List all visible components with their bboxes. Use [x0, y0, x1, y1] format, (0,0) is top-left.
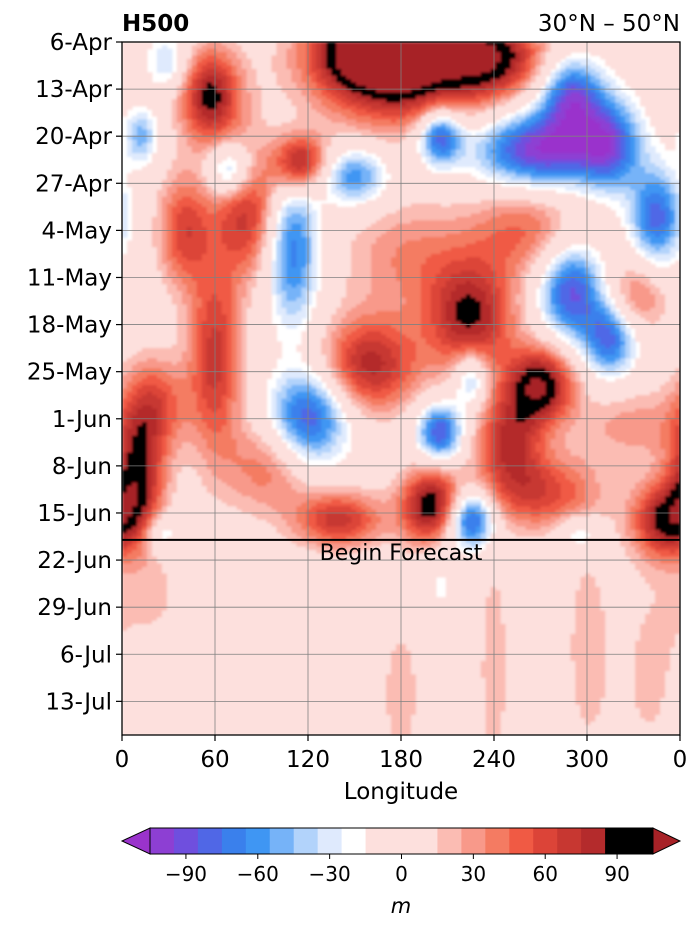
y-tick-label: 6-Jul [60, 642, 112, 668]
colorbar-segment [605, 828, 629, 854]
y-tick-label: 29-Jun [37, 595, 112, 621]
colorbar-tick-label: 90 [604, 862, 629, 886]
y-tick-label: 8-Jun [52, 454, 112, 480]
y-axis: 6-Apr 13-Apr 20-Apr 27-Apr 4-May 11-May 18-May… [27, 30, 122, 715]
x-tick-label: 0 [673, 747, 688, 773]
colorbar-segment [174, 828, 198, 854]
y-tick-label: 15-Jun [37, 501, 112, 527]
x-tick-label: 0 [115, 747, 130, 773]
chart-title: H500 [122, 11, 189, 37]
colorbar-segment [246, 828, 270, 854]
y-tick-label: 11-May [27, 265, 112, 291]
colorbar-segment [318, 828, 342, 854]
colorbar-segment [366, 828, 438, 854]
colorbar-segment [533, 828, 557, 854]
y-tick-label: 25-May [27, 360, 112, 386]
colorbar-segment [270, 828, 294, 854]
x-tick-label: 120 [286, 747, 330, 773]
x-axis-label: Longitude [344, 779, 458, 805]
colorbar-tick-label: −60 [237, 862, 279, 886]
colorbar-tick-label: 30 [461, 862, 486, 886]
colorbar-tick-label: 0 [395, 862, 408, 886]
colorbar-segment [222, 828, 246, 854]
colorbar-segment [342, 828, 366, 854]
forecast-label: Begin Forecast [320, 541, 483, 566]
y-tick-label: 13-Apr [35, 77, 112, 103]
colorbar-segment [461, 828, 485, 854]
x-tick-label: 300 [565, 747, 609, 773]
colorbar-segment [150, 828, 174, 854]
colorbar-segment [294, 828, 318, 854]
chart-subtitle: 30°N – 50°N [538, 11, 680, 37]
colorbar-segment [437, 828, 461, 854]
y-tick-label: 13-Jul [45, 689, 112, 715]
colorbar-segment [581, 828, 605, 854]
x-tick-label: 180 [379, 747, 423, 773]
colorbar-extend-low [122, 828, 150, 854]
x-tick-label: 240 [472, 747, 516, 773]
x-tick-label: 60 [200, 747, 229, 773]
colorbar-tick-label: −90 [165, 862, 207, 886]
y-tick-label: 22-Jun [37, 548, 112, 574]
y-tick-label: 1-Jun [52, 407, 112, 433]
x-axis: 0 60 120 180 240 300 0 [115, 735, 688, 773]
colorbar-segment [509, 828, 533, 854]
y-tick-label: 27-Apr [35, 171, 112, 197]
colorbar-segment [557, 828, 581, 854]
colorbar-segment [485, 828, 509, 854]
colorbar-extend-high [653, 828, 680, 854]
y-tick-label: 20-Apr [35, 124, 112, 150]
y-tick-label: 18-May [27, 313, 112, 339]
y-tick-label: 4-May [42, 218, 112, 244]
colorbar-label: m [391, 894, 411, 918]
colorbar-tick-label: −30 [309, 862, 351, 886]
colorbar-segment [198, 828, 222, 854]
plot-area: Begin Forecast [122, 42, 681, 736]
colorbar: −90 −60 −30 0 30 60 90 [122, 828, 680, 886]
y-tick-label: 6-Apr [50, 30, 113, 56]
colorbar-tick-label: 60 [532, 862, 557, 886]
colorbar-segment [629, 828, 653, 854]
